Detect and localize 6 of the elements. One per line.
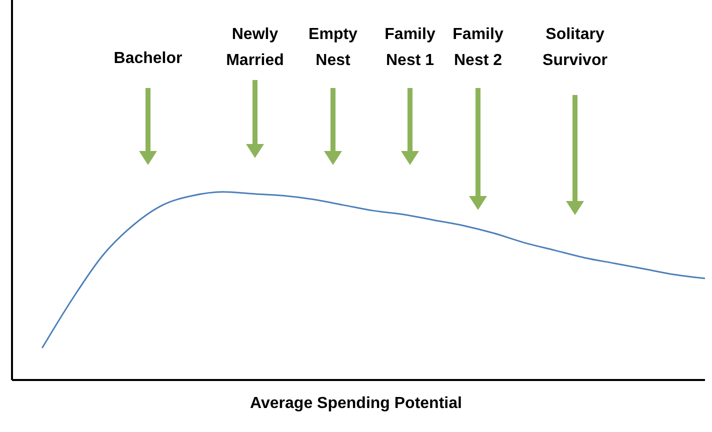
x-axis-title: Average Spending Potential [249,395,463,413]
text: Bachelor [112,49,184,69]
text: Solitary Survivor [542,25,608,71]
text: Family Nest 2 [452,26,504,69]
text: Family Nest 1 [384,26,436,69]
text: Empty Nest [308,26,358,69]
